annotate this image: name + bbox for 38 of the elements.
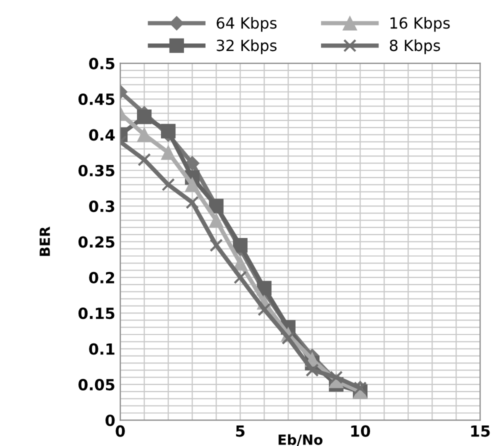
point: [185, 156, 200, 170]
x-tick-label: 15: [471, 425, 490, 437]
y-tick-label: 0.3: [89, 200, 114, 212]
point: [136, 127, 152, 142]
y-tick-label: 0.5: [89, 58, 114, 70]
point: [234, 270, 247, 284]
y-tick-label: 0.15: [78, 308, 114, 320]
point: [160, 124, 176, 138]
point: [258, 302, 271, 316]
y-tick-label: 0.35: [78, 164, 114, 176]
point: [186, 196, 199, 210]
y-tick-label: 0: [106, 414, 115, 426]
point: [232, 256, 248, 270]
point: [136, 110, 152, 124]
x-tick-label: 5: [236, 425, 244, 437]
y-tick-label: 0.4: [89, 129, 115, 141]
point: [162, 178, 175, 192]
point: [282, 331, 295, 345]
point: [210, 238, 223, 252]
point: [160, 145, 176, 160]
point: [138, 153, 151, 166]
point: [330, 370, 343, 384]
point: [306, 364, 319, 377]
y-tick-label: 0.1: [89, 343, 114, 355]
y-tick-label: 0.25: [78, 236, 114, 248]
point: [184, 177, 200, 192]
y-tick-label: 0.2: [89, 272, 114, 284]
y-tick-label: 0.05: [78, 378, 114, 390]
point: [208, 213, 224, 228]
x-tick-label: 0: [116, 425, 125, 437]
legend-label: 64 Kbps: [216, 16, 277, 32]
y-tick-label: 0.45: [78, 93, 114, 106]
x-axis-title: Eb/No: [278, 434, 322, 446]
legend-label: 16 Kbps: [390, 16, 450, 32]
y-axis-title: BER: [40, 226, 50, 256]
legend-label: 8 Kbps: [390, 39, 440, 54]
x-tick-label: 10: [351, 425, 370, 437]
legend-label: 32 Kbps: [216, 39, 277, 54]
